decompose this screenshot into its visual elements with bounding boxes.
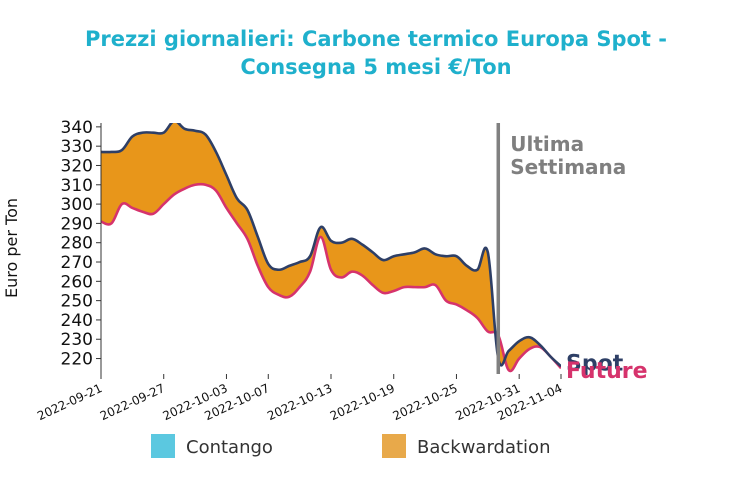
plot-area bbox=[101, 123, 561, 373]
y-tick-label-310: 310 bbox=[61, 176, 93, 196]
y-tick-label-250: 250 bbox=[61, 292, 93, 312]
series-line-future bbox=[101, 182, 561, 373]
y-tick-label-330: 330 bbox=[61, 137, 93, 157]
x-tick-label-2022-09-21: 2022-09-21 bbox=[35, 381, 104, 423]
legend-swatch-backwardation bbox=[382, 434, 406, 458]
y-tick-label-220: 220 bbox=[61, 350, 93, 370]
y-tick-label-300: 300 bbox=[61, 195, 93, 215]
y-tick-label-340: 340 bbox=[61, 118, 93, 138]
x-tick-label-2022-10-19: 2022-10-19 bbox=[328, 381, 397, 423]
x-tick-label-2022-09-27: 2022-09-27 bbox=[98, 381, 167, 423]
chart-title-line-1: Prezzi giornalieri: Carbone termico Euro… bbox=[85, 27, 667, 51]
x-tick-label-2022-10-25: 2022-10-25 bbox=[391, 381, 460, 423]
y-tick-label-320: 320 bbox=[61, 156, 93, 176]
x-tick-label-2022-10-13: 2022-10-13 bbox=[265, 381, 334, 423]
legend-label-backwardation: Backwardation bbox=[417, 437, 550, 458]
backwardation-fill bbox=[101, 123, 561, 371]
chart-title-line-2: Consegna 5 mesi €/Ton bbox=[240, 55, 511, 79]
y-tick-label-270: 270 bbox=[61, 253, 93, 273]
chart-title: Prezzi giornalieri: Carbone termico Euro… bbox=[85, 27, 667, 79]
y-tick-label-240: 240 bbox=[61, 311, 93, 331]
y-axis-title: Euro per Ton bbox=[2, 198, 21, 298]
plot-content bbox=[101, 123, 561, 373]
y-tick-label-260: 260 bbox=[61, 272, 93, 292]
y-tick-label-290: 290 bbox=[61, 214, 93, 234]
series-label-spot: Spot bbox=[566, 351, 624, 376]
legend-swatch-contango bbox=[151, 434, 175, 458]
y-tick-label-230: 230 bbox=[61, 330, 93, 350]
series-label-future: Future bbox=[566, 359, 648, 384]
y-tick-label-280: 280 bbox=[61, 234, 93, 254]
series-line-spot bbox=[101, 123, 561, 368]
annotation-text-line-2: Settimana bbox=[510, 155, 626, 179]
annotation-text-line-1: Ultima bbox=[510, 132, 584, 156]
legend: Contango Backwardation bbox=[151, 434, 550, 458]
legend-label-contango: Contango bbox=[186, 437, 273, 458]
